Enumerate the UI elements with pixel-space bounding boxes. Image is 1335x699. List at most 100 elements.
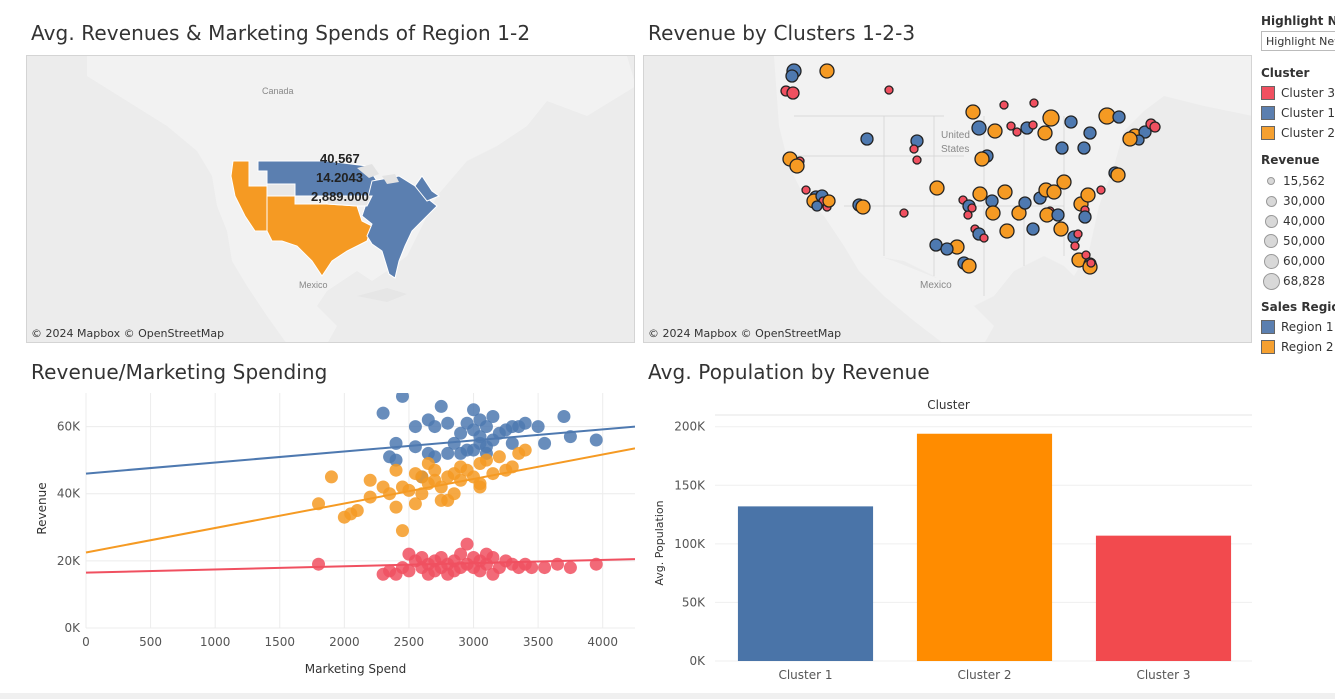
map2-point[interactable] bbox=[811, 200, 823, 212]
scatter-point[interactable] bbox=[518, 443, 532, 457]
bar[interactable] bbox=[1095, 535, 1232, 661]
scatter-point[interactable] bbox=[454, 473, 468, 487]
map2-point[interactable] bbox=[1026, 222, 1040, 236]
map2-point[interactable] bbox=[899, 208, 909, 218]
map2-point[interactable] bbox=[855, 199, 871, 215]
scatter-point[interactable] bbox=[538, 561, 552, 575]
map-cluster-revenue[interactable]: United States Mexico © 2024 Mapbox © Ope… bbox=[643, 55, 1252, 343]
map2-point[interactable] bbox=[999, 223, 1015, 239]
scatter-point[interactable] bbox=[473, 477, 487, 491]
trend-line[interactable] bbox=[85, 558, 635, 574]
map2-point[interactable] bbox=[965, 104, 981, 120]
scatter-point[interactable] bbox=[486, 551, 500, 564]
scatter-point[interactable] bbox=[428, 420, 442, 434]
map2-point[interactable] bbox=[1046, 184, 1062, 200]
map2-point[interactable] bbox=[1055, 141, 1069, 155]
map2-point[interactable] bbox=[1122, 131, 1138, 147]
map2-point[interactable] bbox=[1042, 109, 1060, 127]
bar[interactable] bbox=[737, 506, 874, 661]
scatter-point[interactable] bbox=[363, 490, 377, 504]
scatter-point[interactable] bbox=[402, 547, 416, 561]
map2-point[interactable] bbox=[789, 158, 805, 174]
scatter-point[interactable] bbox=[479, 453, 493, 467]
legend-cluster-3[interactable]: Cluster 3 bbox=[1261, 84, 1335, 102]
map2-point[interactable] bbox=[1080, 187, 1096, 203]
scatter-point[interactable] bbox=[383, 487, 397, 501]
scatter-point[interactable] bbox=[434, 399, 448, 413]
scatter-point[interactable] bbox=[324, 470, 338, 484]
trend-line[interactable] bbox=[85, 425, 635, 475]
map2-point[interactable] bbox=[1018, 196, 1032, 210]
scatter-chart[interactable]: 0 500 1000 1500 2000 2500 3000 3500 4000 0K 20K 40K… bbox=[26, 393, 635, 693]
map2-point[interactable] bbox=[999, 100, 1009, 110]
scatter-point[interactable] bbox=[518, 416, 532, 430]
map2-point[interactable] bbox=[822, 194, 836, 208]
map2-point[interactable] bbox=[1051, 208, 1065, 222]
scatter-point[interactable] bbox=[408, 497, 422, 511]
scatter-point[interactable] bbox=[505, 436, 519, 450]
map2-point[interactable] bbox=[1096, 185, 1106, 195]
map2-point[interactable] bbox=[1138, 125, 1152, 139]
map2-point[interactable] bbox=[801, 185, 811, 195]
scatter-point[interactable] bbox=[563, 430, 577, 444]
bar[interactable] bbox=[916, 433, 1053, 661]
map2-point[interactable] bbox=[1086, 258, 1096, 268]
scatter-point[interactable] bbox=[428, 463, 442, 477]
scatter-point[interactable] bbox=[441, 493, 455, 507]
scatter-point[interactable] bbox=[563, 561, 577, 575]
map2-point[interactable] bbox=[974, 151, 990, 167]
map2-point[interactable] bbox=[912, 155, 922, 165]
map2-point[interactable] bbox=[1070, 241, 1080, 251]
scatter-point[interactable] bbox=[531, 420, 545, 434]
scatter-point[interactable] bbox=[395, 393, 409, 403]
map2-point[interactable] bbox=[1149, 121, 1161, 133]
map2-point[interactable] bbox=[786, 86, 800, 100]
map2-point[interactable] bbox=[1029, 98, 1039, 108]
scatter-point[interactable] bbox=[441, 446, 455, 460]
scatter-point[interactable] bbox=[538, 436, 552, 450]
legend-region-1[interactable]: Region 1 bbox=[1261, 318, 1334, 336]
scatter-point[interactable] bbox=[550, 557, 564, 571]
legend-cluster-1[interactable]: Cluster 1 bbox=[1261, 104, 1335, 122]
scatter-point[interactable] bbox=[376, 406, 390, 420]
map2-point[interactable] bbox=[963, 210, 973, 220]
map2-point[interactable] bbox=[1083, 126, 1097, 140]
scatter-point[interactable] bbox=[389, 463, 403, 477]
scatter-point[interactable] bbox=[408, 440, 422, 454]
map2-point[interactable] bbox=[940, 242, 954, 256]
scatter-point[interactable] bbox=[350, 504, 364, 517]
map2-point[interactable] bbox=[1053, 221, 1069, 237]
map2-point[interactable] bbox=[961, 258, 977, 274]
map2-point[interactable] bbox=[971, 120, 987, 136]
scatter-point[interactable] bbox=[395, 524, 409, 538]
scatter-point[interactable] bbox=[389, 453, 403, 467]
scatter-point[interactable] bbox=[454, 547, 468, 561]
map2-point[interactable] bbox=[860, 132, 874, 146]
map2-point[interactable] bbox=[997, 184, 1013, 200]
map2-point[interactable] bbox=[785, 69, 799, 83]
map2-point[interactable] bbox=[1011, 205, 1027, 221]
scatter-point[interactable] bbox=[454, 426, 468, 440]
scatter-point[interactable] bbox=[479, 420, 493, 434]
scatter-point[interactable] bbox=[363, 473, 377, 487]
map2-point[interactable] bbox=[985, 205, 1001, 221]
map2-point[interactable] bbox=[1006, 121, 1016, 131]
scatter-point[interactable] bbox=[441, 416, 455, 430]
map2-point[interactable] bbox=[987, 123, 1003, 139]
map2-point[interactable] bbox=[1037, 125, 1053, 141]
map2-point[interactable] bbox=[819, 63, 835, 79]
scatter-point[interactable] bbox=[389, 500, 403, 514]
scatter-point[interactable] bbox=[460, 537, 474, 551]
map2-point[interactable] bbox=[967, 203, 977, 213]
map2-point[interactable] bbox=[1028, 120, 1038, 130]
map2-point[interactable] bbox=[1064, 115, 1078, 129]
scatter-point[interactable] bbox=[589, 433, 603, 447]
map2-point[interactable] bbox=[1056, 174, 1072, 190]
highlight-input[interactable]: Highlight New bbox=[1261, 31, 1335, 51]
map-region-revenue[interactable]: Canada Mexico 40,567 14.2043 2,889.000 ©… bbox=[26, 55, 635, 343]
map2-point[interactable] bbox=[884, 85, 894, 95]
map2-point[interactable] bbox=[1012, 127, 1022, 137]
scatter-point[interactable] bbox=[415, 487, 429, 501]
scatter-point[interactable] bbox=[421, 446, 435, 460]
map2-point[interactable] bbox=[1073, 229, 1083, 239]
